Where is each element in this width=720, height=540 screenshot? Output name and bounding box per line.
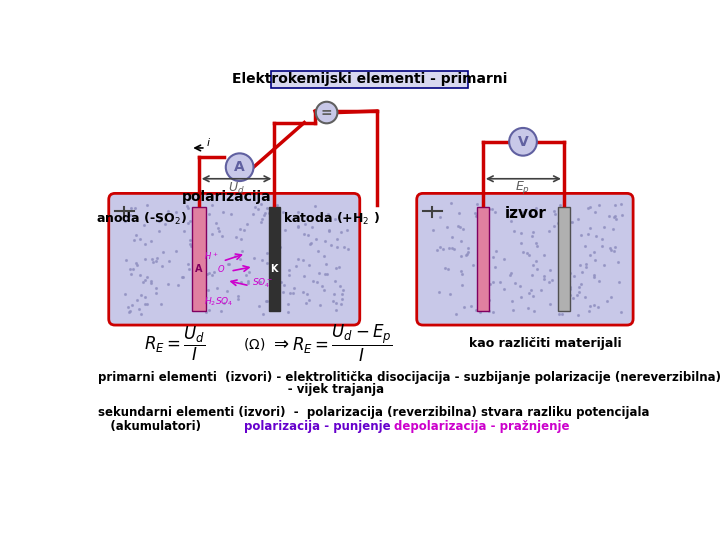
Text: A: A — [195, 264, 202, 274]
Circle shape — [509, 128, 537, 156]
Bar — [477, 207, 489, 311]
Text: depolarizacija - pražnjenje: depolarizacija - pražnjenje — [394, 420, 569, 433]
Circle shape — [316, 102, 338, 123]
Text: anoda (-SO$_2$): anoda (-SO$_2$) — [96, 211, 186, 227]
Bar — [269, 207, 279, 311]
Text: =: = — [321, 105, 333, 119]
Bar — [558, 207, 570, 311]
Text: izvor: izvor — [505, 206, 546, 221]
Text: $SO_4^-$: $SO_4^-$ — [252, 276, 274, 290]
Text: Elektrokemijski elementi - primarni: Elektrokemijski elementi - primarni — [232, 72, 508, 86]
Text: $U_d$: $U_d$ — [228, 180, 245, 195]
Text: $(\Omega)$: $(\Omega)$ — [243, 335, 265, 352]
Circle shape — [226, 153, 253, 181]
Text: $R_E = \dfrac{U_d}{I}$: $R_E = \dfrac{U_d}{I}$ — [144, 325, 206, 363]
Text: kao različiti materijali: kao različiti materijali — [469, 337, 622, 350]
Text: A: A — [234, 160, 245, 174]
Text: $H_2SO_4$: $H_2SO_4$ — [204, 296, 233, 308]
Text: (akumulatori): (akumulatori) — [98, 420, 201, 433]
Text: $\Rightarrow$: $\Rightarrow$ — [271, 335, 290, 353]
Text: $i$: $i$ — [207, 136, 212, 148]
Text: polarizacija: polarizacija — [181, 190, 271, 204]
Bar — [192, 207, 206, 311]
Text: $R_E = \dfrac{U_d - E_p}{I}$: $R_E = \dfrac{U_d - E_p}{I}$ — [292, 323, 392, 364]
FancyBboxPatch shape — [109, 193, 360, 325]
Text: katoda (+H$_2$ ): katoda (+H$_2$ ) — [283, 211, 379, 227]
Text: sekundarni elementi (izvori)  -  polarizacija (reverzibilna) stvara razliku pote: sekundarni elementi (izvori) - polarizac… — [98, 406, 649, 420]
Text: polarizacija - punjenje: polarizacija - punjenje — [244, 420, 391, 433]
Text: $E_p$: $E_p$ — [516, 179, 531, 197]
Text: $H^+$: $H^+$ — [204, 250, 218, 261]
FancyBboxPatch shape — [417, 193, 633, 325]
Text: - vijek trajanja: - vijek trajanja — [98, 383, 384, 396]
Text: $O$: $O$ — [217, 262, 225, 274]
Text: primarni elementi  (izvori) - elektrolitička disocijacija - suzbijanje polarizac: primarni elementi (izvori) - elektroliti… — [98, 371, 720, 384]
Text: V: V — [518, 135, 528, 149]
FancyBboxPatch shape — [271, 71, 468, 88]
Text: K: K — [271, 264, 278, 274]
